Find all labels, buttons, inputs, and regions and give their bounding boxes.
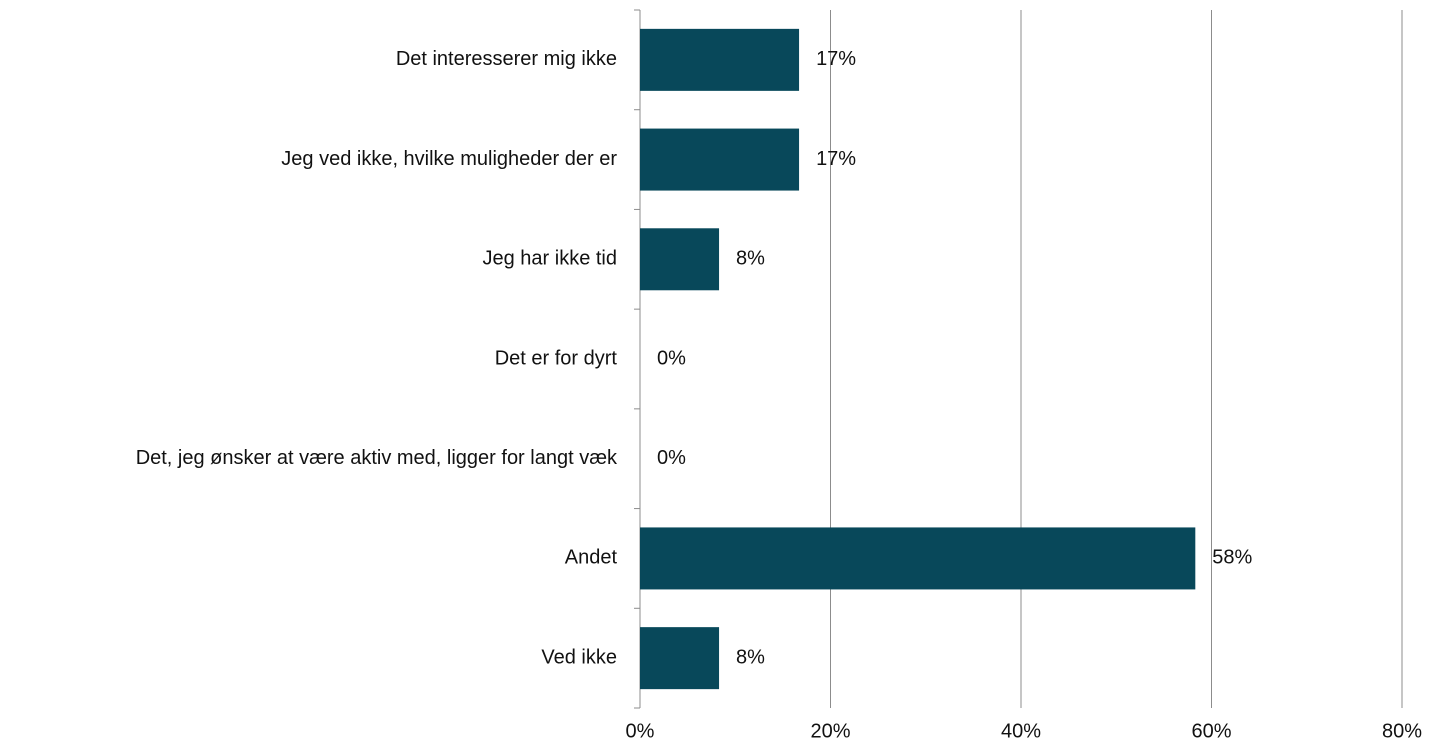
x-tick-label: 20% [810,720,850,742]
bar [640,527,1196,590]
y-tick-label: Det interesserer mig ikke [396,48,617,70]
x-tick-label: 40% [1001,720,1041,742]
value-label: 17% [816,148,856,170]
value-label: 8% [736,248,765,270]
x-tick-label: 80% [1382,720,1422,742]
x-tick-label: 0% [626,720,655,742]
value-label: 8% [736,646,765,668]
y-tick-label: Ved ikke [541,646,617,668]
x-tick-label: 60% [1191,720,1231,742]
bar [640,627,720,690]
value-label: 58% [1212,547,1252,569]
y-tick-label: Det, jeg ønsker at være aktiv med, ligge… [136,447,618,469]
bar [640,228,720,291]
bar [640,128,800,191]
y-tick-label: Det er for dyrt [495,347,618,369]
y-tick-label: Jeg ved ikke, hvilke muligheder der er [281,148,617,170]
y-tick-label: Jeg har ikke tid [482,248,617,270]
value-label: 0% [657,447,686,469]
value-label: 0% [657,347,686,369]
y-tick-label: Andet [565,547,618,569]
value-label: 17% [816,48,856,70]
bar [640,28,800,91]
